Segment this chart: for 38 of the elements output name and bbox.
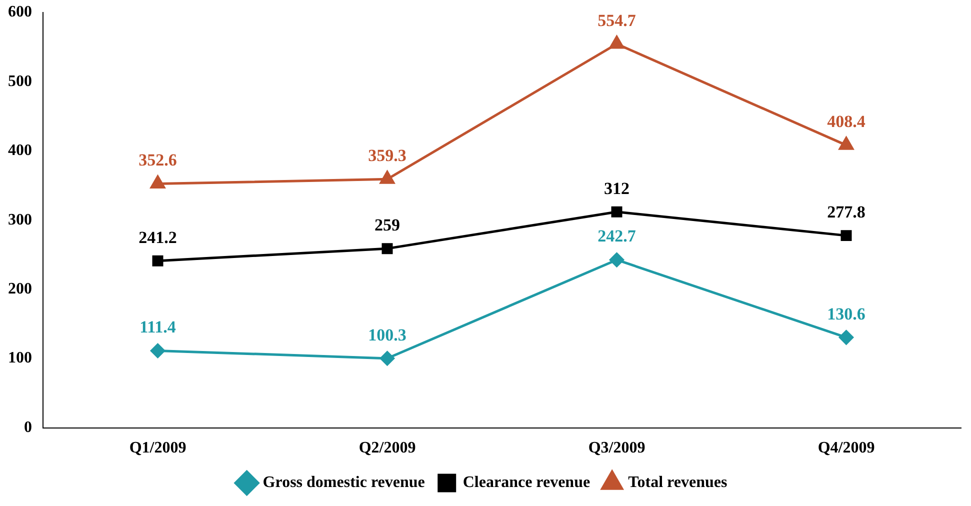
point bbox=[840, 230, 852, 242]
point bbox=[838, 136, 854, 150]
data-label: 312 bbox=[604, 178, 630, 198]
x-tick-label: Q2/2009 bbox=[358, 440, 416, 457]
point bbox=[150, 176, 166, 189]
point bbox=[611, 206, 622, 218]
y-tick-label: 400 bbox=[8, 142, 32, 160]
point bbox=[152, 255, 164, 266]
point bbox=[382, 243, 393, 254]
legend-label: Clearance revenue bbox=[462, 474, 590, 492]
data-label: 554.7 bbox=[598, 10, 636, 30]
data-label: 259 bbox=[374, 215, 400, 234]
y-tick-label: 100 bbox=[8, 350, 32, 367]
y-tick-label: 300 bbox=[8, 211, 32, 228]
data-label: 277.8 bbox=[827, 202, 866, 222]
point bbox=[380, 170, 395, 184]
legend-label: Gross domestic revenue bbox=[262, 474, 425, 492]
data-label: 100.3 bbox=[368, 325, 406, 344]
y-tick-label: 200 bbox=[8, 280, 32, 298]
x-tick-label: Q4/2009 bbox=[818, 440, 875, 457]
point bbox=[839, 330, 854, 345]
y-tick-label: 0 bbox=[24, 418, 32, 436]
data-label: 111.4 bbox=[140, 318, 176, 337]
point bbox=[150, 343, 165, 358]
point bbox=[610, 252, 624, 268]
point bbox=[609, 36, 624, 49]
data-label: 130.6 bbox=[827, 304, 866, 324]
data-label: 241.2 bbox=[138, 228, 177, 247]
point bbox=[380, 351, 394, 366]
data-label: 408.4 bbox=[827, 112, 866, 132]
data-label: 242.7 bbox=[598, 226, 636, 246]
y-tick-label: 500 bbox=[8, 72, 32, 90]
x-tick-label: Q3/2009 bbox=[588, 440, 646, 457]
y-tick-label: 600 bbox=[8, 4, 32, 21]
data-label: 359.3 bbox=[368, 146, 406, 166]
x-tick-label: Q1/2009 bbox=[129, 440, 186, 457]
legend-label: Total revenues bbox=[628, 474, 728, 492]
data-label: 352.6 bbox=[138, 150, 177, 170]
